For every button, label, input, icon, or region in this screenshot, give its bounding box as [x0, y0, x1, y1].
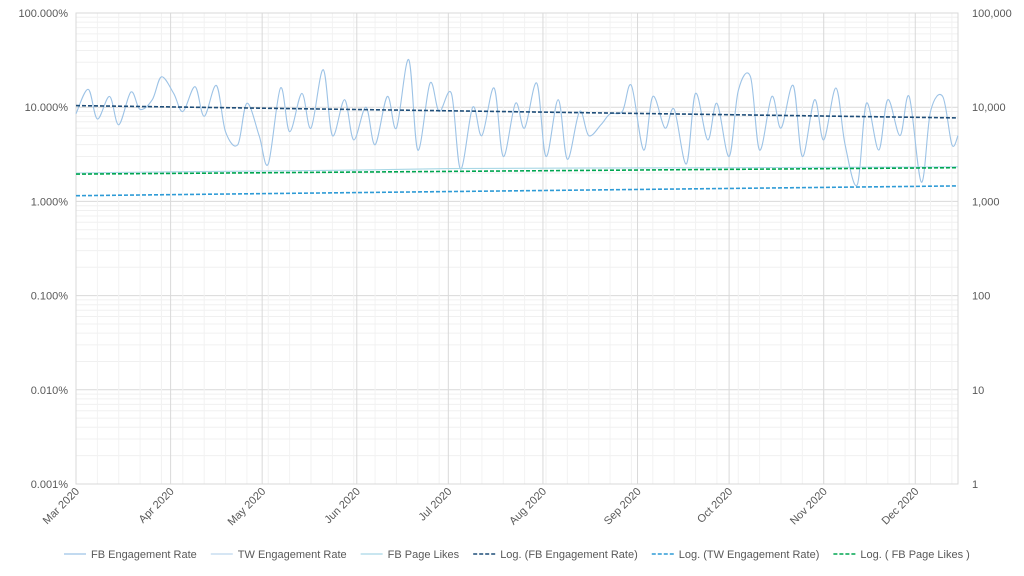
y-axis-right: 100,000 10,000 1,000 100 10 1 [972, 8, 1012, 491]
y-left-tick-label: 0.010% [31, 385, 69, 397]
x-tick-label: Oct 2020 [695, 486, 735, 526]
series-line-log-tw-engagement-rate [75, 185, 959, 197]
series-group [75, 59, 959, 197]
y-right-tick-label: 100 [972, 291, 990, 303]
series-line-log-fb-page-likes [75, 166, 959, 175]
y-right-tick-label: 100,000 [972, 8, 1012, 20]
series-line-log-fb-engagement-rate [75, 104, 959, 119]
x-tick-label: May 2020 [226, 486, 269, 529]
y-left-tick-label: 1.000% [31, 196, 69, 208]
gridlines [75, 12, 958, 485]
x-tick-label: Aug 2020 [507, 486, 549, 528]
legend-label: Log. (TW Engagement Rate) [679, 549, 820, 561]
legend-label: FB Page Likes [388, 549, 460, 561]
y-right-tick-label: 10 [972, 385, 984, 397]
x-axis: Mar 2020 Apr 2020 May 2020 Jun 2020 Jul 2020… [41, 486, 922, 529]
y-left-tick-label: 0.001% [31, 479, 69, 491]
x-tick-label: Jun 2020 [322, 486, 362, 526]
x-tick-label: Dec 2020 [880, 486, 922, 528]
y-right-tick-label: 1 [972, 479, 978, 491]
legend-label: FB Engagement Rate [91, 549, 197, 561]
y-left-tick-label: 0.100% [31, 291, 69, 303]
plot-border [75, 12, 959, 485]
x-tick-label: Jul 2020 [417, 486, 455, 524]
legend-label: Log. ( FB Page Likes ) [860, 549, 969, 561]
y-right-tick-label: 1,000 [972, 196, 1000, 208]
legend-label: TW Engagement Rate [238, 549, 347, 561]
legend: FB Engagement Rate TW Engagement Rate FB P… [64, 549, 970, 561]
x-tick-label: Nov 2020 [788, 486, 830, 528]
y-axis-left: 100.000% 10.000% 1.000% 0.100% 0.010% 0.001% [18, 8, 68, 491]
legend-label: Log. (FB Engagement Rate) [500, 549, 638, 561]
y-left-tick-label: 10.000% [25, 102, 69, 114]
y-right-tick-label: 10,000 [972, 102, 1006, 114]
x-tick-label: Apr 2020 [137, 486, 177, 526]
series-line-fb-page-likes [75, 166, 959, 174]
y-left-tick-label: 100.000% [18, 8, 68, 20]
series-line-fb-engagement-rate [75, 59, 959, 187]
x-tick-label: Sep 2020 [602, 486, 644, 528]
x-tick-label: Mar 2020 [41, 486, 82, 527]
